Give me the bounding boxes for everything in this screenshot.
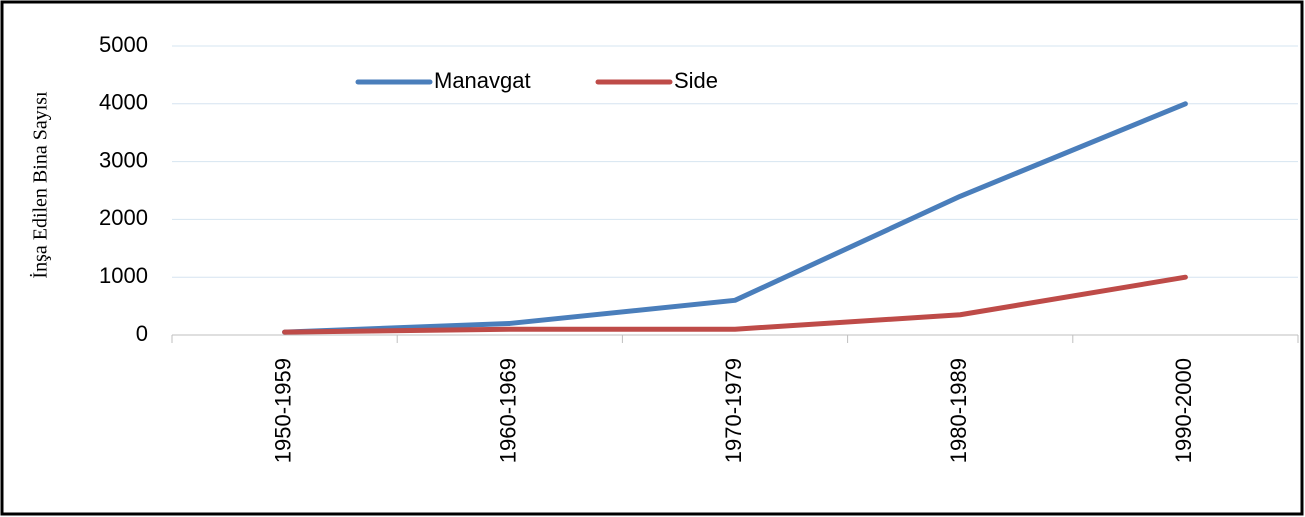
x-tick-label: 1950-1959: [270, 358, 295, 463]
y-tick-label: 3000: [99, 147, 148, 172]
line: [282, 274, 1188, 335]
legend-label: Manavgat: [434, 68, 531, 93]
x-tick-label: 1970-1979: [721, 358, 746, 463]
y-tick-label: 0: [136, 321, 148, 346]
y-axis-label: İnşa Edilen Bina Sayısı: [29, 91, 52, 279]
y-tick-label: 4000: [99, 90, 148, 115]
y-tick-label: 1000: [99, 263, 148, 288]
legend-label: Side: [674, 68, 718, 93]
x-tick-label: 1960-1969: [496, 358, 521, 463]
x-tick-label: 1980-1989: [946, 358, 971, 463]
y-tick-label: 2000: [99, 205, 148, 230]
x-tick-label: 1990-2000: [1171, 358, 1196, 463]
y-tick-label: 5000: [99, 32, 148, 57]
line: [282, 101, 1188, 335]
